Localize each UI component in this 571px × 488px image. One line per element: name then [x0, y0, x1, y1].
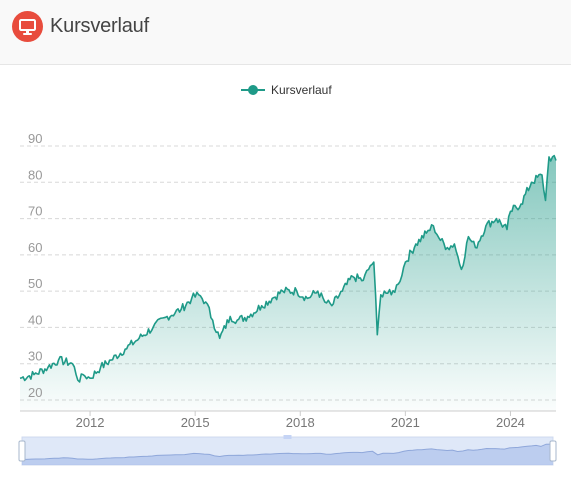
x-tick-label: 2024	[496, 415, 525, 430]
zoom-slider-move-handle[interactable]	[283, 435, 292, 439]
page-header: Kursverlauf	[0, 0, 571, 65]
chart-legend[interactable]: Kursverlauf	[241, 83, 332, 97]
y-tick-label: 30	[28, 349, 42, 364]
x-tick-label: 2021	[391, 415, 420, 430]
zoom-slider-right-handle[interactable]	[549, 440, 557, 462]
y-tick-label: 80	[28, 167, 42, 182]
y-tick-label: 40	[28, 312, 42, 327]
x-tick-label: 2018	[286, 415, 315, 430]
x-tick-label: 2012	[76, 415, 105, 430]
legend-label[interactable]: Kursverlauf	[271, 83, 332, 97]
zoom-slider-preview-area	[22, 444, 553, 465]
y-tick-label: 20	[28, 385, 42, 400]
monitor-icon	[12, 11, 43, 42]
y-tick-label: 60	[28, 240, 42, 255]
y-tick-label: 70	[28, 204, 42, 219]
y-tick-label: 90	[28, 131, 42, 146]
page-title: Kursverlauf	[50, 15, 149, 37]
data-zoom-slider[interactable]	[18, 435, 557, 466]
y-tick-label: 50	[28, 276, 42, 291]
kursverlauf-chart: 20 30 40 50 60 70 80 90 2012 2015 2018 2021 2024 Ku…	[18, 83, 557, 466]
series-area-kursverlauf	[20, 155, 556, 411]
y-axis: 20 30 40 50 60 70 80 90	[28, 131, 42, 400]
zoom-slider-preview-line	[21, 443, 552, 460]
x-axis: 2012 2015 2018 2021 2024	[20, 410, 556, 430]
area-layer	[19, 154, 557, 411]
legend-marker	[248, 85, 258, 95]
x-tick-label: 2015	[181, 415, 210, 430]
series-line-kursverlauf[interactable]	[19, 154, 557, 383]
zoom-slider-left-handle[interactable]	[18, 440, 26, 462]
